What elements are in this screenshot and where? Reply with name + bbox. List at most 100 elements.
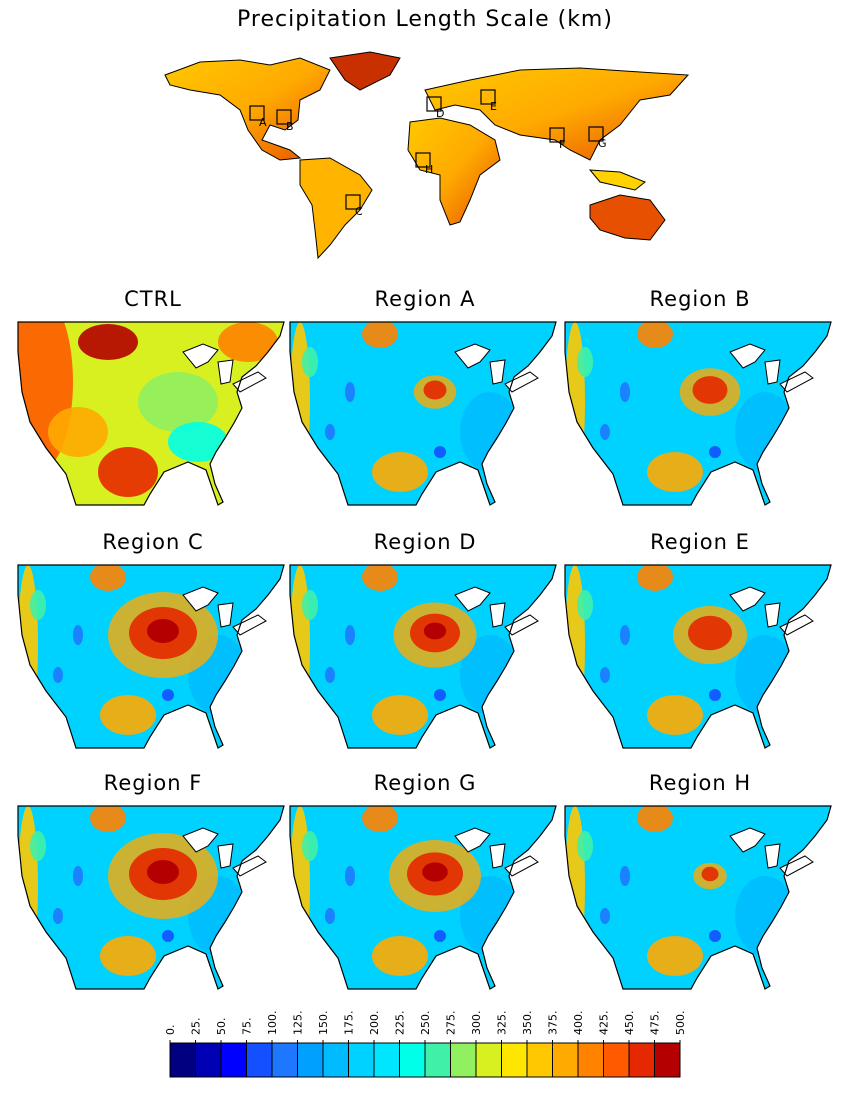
colorbar-label: 450. — [623, 1011, 636, 1036]
colorbar-box — [195, 1042, 222, 1078]
response-core — [423, 380, 447, 400]
coastline — [289, 805, 557, 990]
response-core — [688, 615, 732, 651]
region-box — [588, 126, 604, 142]
coastline — [564, 805, 832, 990]
response-core — [692, 376, 728, 404]
colorbar-box — [169, 1042, 196, 1078]
colorbar-box — [399, 1042, 426, 1078]
field-blob — [434, 689, 446, 701]
south-america — [299, 157, 373, 260]
field-blob — [565, 322, 585, 482]
australia — [589, 194, 666, 241]
field-blob — [290, 322, 310, 482]
maritime-continent — [588, 169, 646, 191]
field — [18, 806, 284, 989]
north-america — [164, 57, 331, 161]
field-blob — [577, 347, 593, 377]
panel-map — [564, 564, 832, 749]
field — [18, 565, 284, 748]
response-core — [701, 866, 719, 882]
field — [290, 806, 556, 989]
field-blob — [372, 452, 428, 492]
colorbar-box — [424, 1042, 451, 1078]
field-blob — [325, 667, 335, 683]
panel-map — [17, 564, 285, 749]
colorbar-label: 225. — [394, 1011, 407, 1036]
field-blob — [345, 625, 355, 645]
field-blob — [302, 831, 318, 861]
field-blob — [372, 695, 428, 735]
field-blob — [637, 322, 673, 348]
field-blob — [162, 930, 174, 942]
field-blob — [138, 372, 218, 432]
field-blob — [362, 806, 398, 832]
colorbar-label: 0. — [164, 1025, 177, 1036]
panel-map — [289, 805, 557, 990]
field-blob — [637, 565, 673, 591]
colorbar-label: 25. — [190, 1018, 203, 1036]
field-blob — [372, 936, 428, 976]
colorbar-box — [577, 1042, 604, 1078]
region-box — [276, 109, 292, 125]
field-blob — [18, 565, 38, 725]
region-box — [480, 89, 496, 105]
field-blob — [709, 930, 721, 942]
greenland — [329, 51, 401, 91]
colorbar-label: 200. — [368, 1011, 381, 1036]
colorbar-box — [450, 1042, 477, 1078]
field-blob — [290, 806, 310, 966]
region-label: B — [286, 120, 294, 133]
field-blob — [434, 446, 446, 458]
field — [565, 322, 831, 505]
field-blob — [577, 590, 593, 620]
panel-map — [564, 805, 832, 990]
field-blob — [290, 565, 310, 725]
colorbar-label: 300. — [470, 1011, 483, 1036]
coastline — [289, 321, 557, 506]
field-blob — [90, 565, 126, 591]
colorbar-box — [271, 1042, 298, 1078]
field-blob — [302, 347, 318, 377]
field-blob — [100, 936, 156, 976]
coastline — [289, 564, 557, 749]
colorbar-box — [501, 1042, 528, 1078]
field-blob — [434, 930, 446, 942]
field-blob — [600, 424, 610, 440]
lakes — [182, 343, 267, 393]
colorbar-box — [297, 1042, 324, 1078]
region-label: A — [259, 116, 267, 129]
colorbar-label: 125. — [292, 1011, 305, 1036]
panel-map — [17, 805, 285, 990]
colorbar: 0. 25. 50. 75. 100. 125. 150. 175. 200. 225. 250. 2… — [164, 1011, 687, 1078]
region-box — [249, 105, 265, 121]
field-blob — [565, 806, 585, 966]
field-blob — [325, 908, 335, 924]
field-blob — [735, 392, 795, 472]
field — [290, 322, 556, 505]
field-blob — [345, 866, 355, 886]
region-box — [345, 194, 361, 210]
field-blob — [53, 908, 63, 924]
figure-title: Precipitation Length Scale (km) — [237, 7, 613, 32]
field-blob — [30, 590, 46, 620]
colorbar-label: 150. — [317, 1011, 330, 1036]
colorbar-box — [373, 1042, 400, 1078]
region-label: D — [436, 107, 444, 120]
colorbar-label: 350. — [521, 1011, 534, 1036]
panel-title: Region G — [374, 771, 477, 795]
colorbar-label: 500. — [674, 1011, 687, 1036]
field-blob — [302, 590, 318, 620]
colorbar-box — [348, 1042, 375, 1078]
field-blob — [362, 322, 398, 348]
colorbar-box — [322, 1042, 349, 1078]
panel-map — [17, 321, 285, 506]
colorbar-label: 425. — [598, 1011, 611, 1036]
colorbar-label: 275. — [445, 1011, 458, 1036]
field-blob — [168, 422, 228, 462]
colorbar-label: 400. — [572, 1011, 585, 1036]
response-peak — [423, 622, 447, 640]
region-box — [549, 127, 565, 143]
field — [18, 322, 284, 505]
